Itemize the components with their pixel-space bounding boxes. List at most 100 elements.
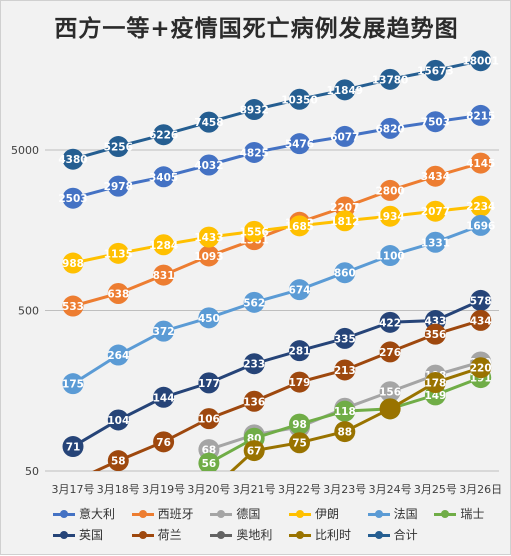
data-label: 4145 bbox=[466, 158, 495, 170]
y-tick-label: 5000 bbox=[11, 144, 39, 157]
series-line-0 bbox=[72, 113, 481, 200]
data-point bbox=[289, 133, 310, 155]
data-point bbox=[334, 400, 356, 422]
legend-swatch bbox=[367, 530, 390, 540]
data-label: 233 bbox=[243, 359, 265, 371]
data-label: 831 bbox=[153, 270, 175, 282]
data-label: 1685 bbox=[285, 221, 314, 233]
legend-item: 德国 bbox=[210, 505, 281, 522]
data-point bbox=[379, 245, 401, 267]
data-point bbox=[470, 357, 492, 379]
x-tick-label: 3月25号 bbox=[414, 483, 457, 496]
x-tick-label: 3月22号 bbox=[278, 483, 321, 496]
data-label: 1135 bbox=[104, 248, 133, 260]
x-tick-label: 3月17号 bbox=[52, 483, 95, 496]
data-label: 372 bbox=[153, 326, 175, 338]
series-line-6 bbox=[72, 299, 482, 448]
data-point bbox=[107, 283, 129, 305]
data-point bbox=[107, 242, 129, 264]
data-point bbox=[379, 398, 401, 420]
data-label: 7503 bbox=[421, 117, 450, 129]
data-label: 281 bbox=[289, 346, 311, 358]
data-label: 1812 bbox=[330, 216, 359, 228]
data-label: 149 bbox=[424, 390, 446, 402]
data-point bbox=[379, 311, 401, 333]
data-label: 1100 bbox=[375, 251, 404, 263]
data-point bbox=[424, 59, 446, 81]
data-point bbox=[198, 111, 220, 133]
data-label: 56 bbox=[202, 458, 217, 470]
data-label: 2800 bbox=[375, 185, 404, 197]
data-point bbox=[153, 386, 175, 408]
data-label: 18001 bbox=[462, 56, 499, 68]
data-label: 179 bbox=[289, 377, 311, 389]
data-point bbox=[153, 124, 175, 146]
data-label: 276 bbox=[379, 347, 401, 359]
legend-swatch bbox=[53, 509, 75, 519]
data-point bbox=[243, 141, 265, 163]
legend-item: 荷兰 bbox=[131, 526, 203, 543]
data-point bbox=[198, 226, 220, 248]
data-point bbox=[334, 359, 356, 381]
data-label: 220 bbox=[470, 363, 492, 375]
data-label: 674 bbox=[289, 285, 311, 297]
data-point bbox=[424, 371, 446, 393]
data-point bbox=[198, 154, 220, 176]
data-label: 1433 bbox=[194, 232, 223, 244]
data-label: 213 bbox=[334, 365, 356, 377]
x-tick-label: 3月20号 bbox=[187, 483, 230, 496]
data-label: 175 bbox=[62, 379, 84, 391]
data-label: 177 bbox=[198, 378, 220, 390]
data-point bbox=[470, 309, 492, 331]
data-point bbox=[153, 166, 175, 188]
data-label: 1093 bbox=[194, 251, 223, 263]
legend-item: 奥地利 bbox=[210, 526, 281, 543]
data-label: 156 bbox=[379, 387, 401, 399]
data-label: 75 bbox=[292, 438, 307, 450]
legend-label: 比利时 bbox=[314, 528, 351, 542]
data-label: 144 bbox=[153, 392, 175, 404]
data-point bbox=[153, 320, 175, 342]
data-label: 264 bbox=[107, 350, 129, 362]
data-label: 88 bbox=[337, 427, 352, 439]
data-point bbox=[379, 117, 401, 139]
chart-title: 西方一等+疫情国死亡病例发展趋势图 bbox=[54, 16, 459, 42]
legend-label: 西班牙 bbox=[157, 507, 194, 521]
data-point bbox=[62, 187, 84, 209]
data-label: 1556 bbox=[240, 226, 269, 238]
data-point bbox=[62, 373, 84, 395]
data-point bbox=[379, 179, 401, 201]
legend-item: 法国 bbox=[367, 505, 427, 522]
data-label: 76 bbox=[156, 437, 171, 449]
data-point bbox=[334, 125, 356, 147]
data-point bbox=[379, 381, 401, 403]
data-point bbox=[107, 450, 129, 471]
x-tick-label: 3月23号 bbox=[323, 483, 366, 496]
data-label: 578 bbox=[470, 295, 492, 307]
data-point bbox=[424, 200, 446, 222]
data-point bbox=[289, 340, 310, 362]
data-label: 4825 bbox=[240, 147, 269, 159]
data-label: 6820 bbox=[375, 123, 404, 135]
data-label: 2978 bbox=[104, 181, 133, 193]
data-label: 136 bbox=[243, 396, 265, 408]
legend-label: 瑞士 bbox=[460, 507, 485, 521]
data-point bbox=[153, 264, 175, 286]
legend-swatch bbox=[210, 530, 233, 540]
legend-item: 伊朗 bbox=[288, 505, 360, 522]
data-point bbox=[470, 195, 492, 217]
data-label: 106 bbox=[198, 414, 220, 426]
data-point bbox=[62, 295, 84, 317]
data-label: 15673 bbox=[417, 65, 454, 77]
data-point bbox=[470, 289, 492, 311]
x-tick-label: 3月21号 bbox=[233, 483, 276, 496]
data-label: 6077 bbox=[330, 131, 359, 143]
data-point bbox=[198, 245, 220, 267]
data-point bbox=[379, 341, 401, 363]
data-point bbox=[424, 165, 446, 187]
data-label: 71 bbox=[66, 442, 81, 454]
data-label: 2234 bbox=[466, 201, 495, 213]
data-label: 533 bbox=[62, 301, 84, 313]
